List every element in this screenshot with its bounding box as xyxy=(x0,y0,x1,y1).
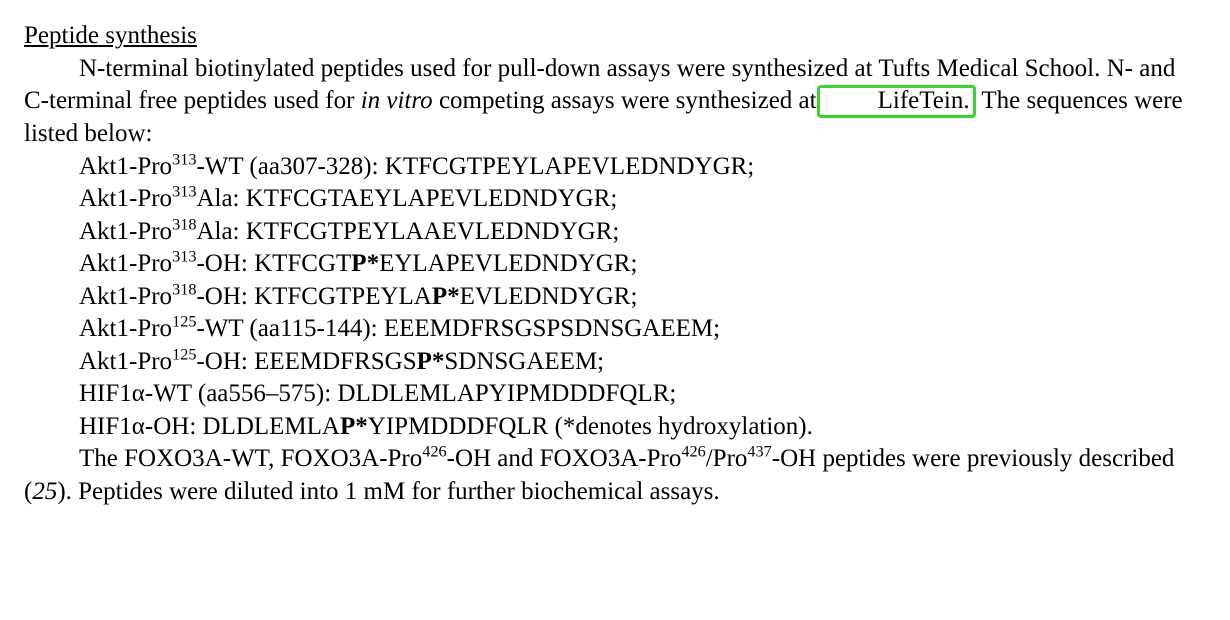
sequence-line-6: Akt1-Pro125-WT (aa115-144): EEEMDFRSGSPS… xyxy=(24,313,1206,346)
bold-marker: P* xyxy=(432,283,460,310)
italic-term: in vitro xyxy=(361,87,433,114)
sequence-line-9: HIF1α-OH: DLDLEMLAP*YIPMDDDFQLR (*denote… xyxy=(24,411,1206,444)
text: Akt1-Pro xyxy=(79,250,172,277)
sequence-line-2: Akt1-Pro313Ala: KTFCGTAEYLAPEVLEDNDYGR; xyxy=(24,183,1206,216)
text: /Pro xyxy=(706,445,748,472)
bold-marker: P* xyxy=(351,250,379,277)
text: -OH: KTFCGT xyxy=(196,250,351,277)
superscript: 426 xyxy=(422,443,446,461)
text: EVLEDNDYGR; xyxy=(460,283,638,310)
text: YIPMDDDFQLR (*denotes hydroxylation). xyxy=(368,413,813,440)
superscript: 318 xyxy=(172,280,196,298)
text: Akt1-Pro xyxy=(79,153,172,180)
text: Akt1-Pro xyxy=(79,315,172,342)
text: The FOXO3A-WT, FOXO3A-Pro xyxy=(79,445,422,472)
superscript: 437 xyxy=(747,443,771,461)
superscript: 426 xyxy=(681,443,705,461)
superscript: 313 xyxy=(172,150,196,168)
text: Akt1-Pro xyxy=(79,348,172,375)
bold-marker: P* xyxy=(417,348,445,375)
text: Ala: KTFCGTPEYLAAEVLEDNDYGR; xyxy=(196,218,619,245)
sequence-line-4: Akt1-Pro313-OH: KTFCGTP*EYLAPEVLEDNDYGR; xyxy=(24,248,1206,281)
superscript: 313 xyxy=(172,183,196,201)
text: HIF1α-OH: DLDLEMLA xyxy=(79,413,340,440)
superscript: 125 xyxy=(172,345,196,363)
sequence-line-3: Akt1-Pro318Ala: KTFCGTPEYLAAEVLEDNDYGR; xyxy=(24,216,1206,249)
superscript: 318 xyxy=(172,215,196,233)
text: -WT (aa307-328): KTFCGTPEYLAPEVLEDNDYGR; xyxy=(196,153,754,180)
text: competing assays were synthesized at xyxy=(433,87,817,114)
text: HIF1α-WT (aa556–575): DLDLEMLAPYIPMDDDFQ… xyxy=(79,380,676,407)
text: Akt1-Pro xyxy=(79,218,172,245)
text: -OH: KTFCGTPEYLA xyxy=(196,283,431,310)
text: -OH: EEEMDFRSGS xyxy=(196,348,416,375)
sequence-line-1: Akt1-Pro313-WT (aa307-328): KTFCGTPEYLAP… xyxy=(24,151,1206,184)
text: Akt1-Pro xyxy=(79,185,172,212)
sequence-line-7: Akt1-Pro125-OH: EEEMDFRSGSP*SDNSGAEEM; xyxy=(24,346,1206,379)
paragraph-1: N-terminal biotinylated peptides used fo… xyxy=(24,53,1206,151)
bold-marker: P* xyxy=(340,413,368,440)
text: -WT (aa115-144): EEEMDFRSGSPSDNSGAEEM; xyxy=(196,315,720,342)
superscript: 125 xyxy=(172,313,196,331)
highlight-lifetein: LifeTein. xyxy=(817,85,976,118)
citation-number: 25 xyxy=(32,478,57,505)
sequence-line-5: Akt1-Pro318-OH: KTFCGTPEYLAP*EVLEDNDYGR; xyxy=(24,281,1206,314)
text: EYLAPEVLEDNDYGR; xyxy=(379,250,637,277)
section-heading: Peptide synthesis xyxy=(24,20,1206,53)
text: ). Peptides were diluted into 1 mM for f… xyxy=(57,478,719,505)
text: -OH and FOXO3A-Pro xyxy=(447,445,682,472)
text: Ala: KTFCGTAEYLAPEVLEDNDYGR; xyxy=(196,185,617,212)
superscript: 313 xyxy=(172,248,196,266)
paragraph-2: The FOXO3A-WT, FOXO3A-Pro426-OH and FOXO… xyxy=(24,443,1206,508)
text: SDNSGAEEM; xyxy=(444,348,604,375)
sequence-line-8: HIF1α-WT (aa556–575): DLDLEMLAPYIPMDDDFQ… xyxy=(24,378,1206,411)
text: Akt1-Pro xyxy=(79,283,172,310)
